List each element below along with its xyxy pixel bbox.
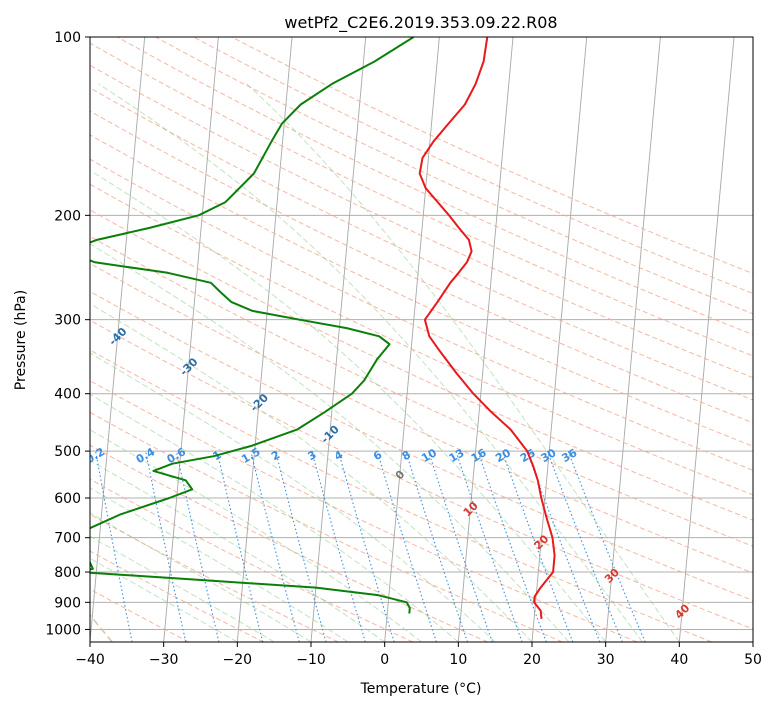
dry-adiabat: [90, 319, 753, 630]
x-tick-label: 30: [597, 652, 615, 668]
dry-adiabat: [90, 411, 563, 642]
dry-adiabat: [90, 134, 753, 447]
mixing-ratio-line: [477, 450, 547, 642]
x-tick-label: 50: [744, 652, 762, 668]
x-tick-label: 0: [380, 652, 389, 668]
y-tick-label: 100: [54, 30, 81, 46]
x-tick-label: −30: [149, 652, 179, 668]
dry-adiabat: [90, 183, 753, 496]
y-tick-label: 900: [54, 595, 81, 611]
mixing-ratio-line: [427, 450, 493, 642]
x-tick-label: 10: [449, 652, 467, 668]
dry-adiabat: [117, 37, 753, 336]
moist-adiabat: [90, 169, 607, 642]
y-tick-label: 300: [54, 313, 81, 329]
dry-adiabat: [90, 262, 753, 574]
dry-adiabat: [90, 42, 753, 357]
mixing-ratio-line: [376, 450, 437, 642]
x-axis-label: Temperature (°C): [360, 681, 482, 697]
moist-adiabat: [90, 557, 238, 642]
isotherm-line: [310, 37, 367, 642]
isotherm-line: [605, 37, 661, 642]
mixing-ratio-line: [250, 450, 300, 642]
moist-adiabat: [90, 243, 570, 642]
plot-frame: [89, 36, 754, 643]
mixing-ratio-line: [337, 450, 395, 642]
x-tick-label: −20: [223, 652, 253, 668]
moist-adiabat: [90, 429, 422, 642]
x-tick-label: −40: [75, 652, 105, 668]
mixing-ratio-line: [216, 450, 264, 642]
chart-title: wetPf2_C2E6.2019.353.09.22.R08: [284, 13, 557, 33]
y-tick-label: 600: [54, 491, 81, 507]
moist-adiabat: [90, 303, 533, 642]
y-tick-label: 1000: [45, 622, 81, 638]
mixing-ratio-line: [95, 450, 133, 642]
y-tick-label: 200: [54, 208, 81, 224]
temperature-line: [418, 37, 556, 619]
isotherm-line: [678, 37, 735, 642]
moist-adiabat: [246, 83, 680, 642]
dry-adiabat: [90, 235, 753, 547]
mixing-ratio-line: [145, 450, 187, 642]
y-tick-label: 400: [54, 387, 81, 403]
moist-adiabat: [90, 459, 385, 642]
background-lines: [90, 37, 753, 642]
moist-adiabat: [90, 487, 349, 642]
dry-adiabat: [90, 380, 638, 642]
mixing-ratio-line: [455, 450, 523, 642]
moist-adiabat: [90, 352, 496, 642]
dry-adiabat: [90, 349, 712, 642]
moist-adiabat: [98, 83, 643, 642]
isotherm-line: [236, 37, 293, 642]
mixing-ratio-line: [311, 450, 366, 642]
isotherm-line: [531, 37, 588, 642]
x-tick-label: 20: [523, 652, 541, 668]
y-axis-label: Pressure (hPa): [13, 290, 29, 390]
mixing-ratio-line: [275, 450, 327, 642]
isotherm-line: [384, 37, 440, 642]
x-tick-label: −10: [296, 652, 326, 668]
y-tick-label: 800: [54, 565, 81, 581]
isotherm-line: [457, 37, 514, 642]
mixing-ratio-line: [175, 450, 220, 642]
y-tick-label: 500: [54, 444, 81, 460]
axes: −40 −30 −20 −10 0 10 20 30 40 50 100 200 300 400 500 60…: [45, 30, 762, 668]
mixing-ratio-line: [405, 450, 469, 642]
y-tick-label: 700: [54, 531, 81, 547]
dry-adiabat: [90, 87, 753, 401]
dry-adiabat: [90, 110, 753, 424]
x-tick-label: 40: [670, 652, 688, 668]
dry-adiabat: [155, 37, 753, 315]
dry-adiabat: [90, 290, 753, 602]
moist-adiabat: [90, 512, 312, 642]
isotherm-line: [163, 37, 219, 642]
